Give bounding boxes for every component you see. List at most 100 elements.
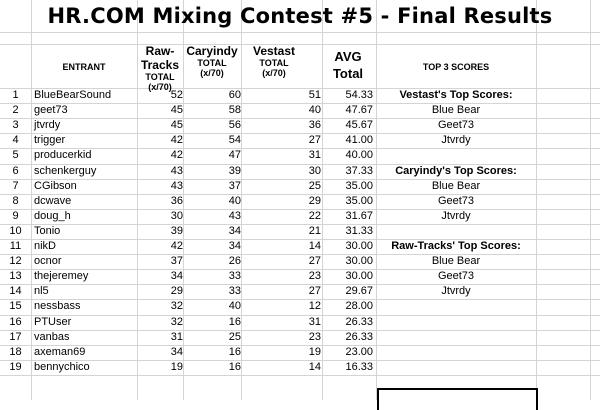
table-row: 3 jtvrdy 45 56 36 45.67 — [0, 118, 600, 133]
row-number: 8 — [12, 194, 19, 207]
header-raw-name: Raw-Tracks — [140, 44, 180, 72]
top-score-name: Blue Bear — [431, 255, 481, 268]
table-row: 2 geet73 45 58 40 47.67 — [0, 103, 600, 118]
row-number: 7 — [12, 179, 19, 192]
grid-line — [0, 374, 600, 376]
table-row: 9 doug_h 30 43 22 31.67 — [0, 209, 600, 224]
vestast-total: 30 — [308, 164, 321, 177]
header-raw-sub1: TOTAL — [145, 72, 175, 82]
header-caryindy-sub2: (x/70) — [200, 68, 224, 78]
avg-total: 29.67 — [345, 285, 373, 298]
table-row: 11 nikD 42 34 14 30.00 — [0, 239, 600, 254]
top-score-name: Geet73 — [437, 194, 475, 207]
raw-tracks-total: 36 — [170, 194, 183, 207]
entrant-name: jtvrdy — [34, 119, 61, 132]
grid-line — [0, 32, 600, 33]
grid-line — [0, 208, 600, 210]
entrant-name: axeman69 — [34, 345, 86, 358]
entrant-name: ocnor — [34, 255, 62, 268]
avg-total: 26.33 — [345, 315, 373, 328]
grid-line — [590, 0, 591, 400]
header-vestast-sub2: (x/70) — [262, 68, 286, 78]
grid-line — [31, 0, 32, 400]
grid-line — [322, 0, 323, 400]
vestast-total: 27 — [308, 134, 321, 147]
row-number: 5 — [12, 149, 19, 162]
caryindy-total: 16 — [228, 345, 241, 358]
selected-cell-border — [377, 388, 538, 410]
avg-total: 47.67 — [345, 104, 373, 117]
vestast-total: 23 — [308, 330, 321, 343]
entrant-name: PTUser — [34, 315, 72, 328]
grid-line — [0, 329, 600, 331]
row-number: 14 — [9, 285, 22, 298]
avg-total: 37.33 — [345, 164, 373, 177]
grid-line — [0, 269, 600, 271]
table-row: 5 producerkid 42 47 31 40.00 — [0, 148, 600, 163]
top-score-name: Blue Bear — [431, 179, 481, 192]
header-avg: AVG Total — [322, 48, 374, 82]
entrant-name: nikD — [34, 240, 57, 252]
caryindy-total: 60 — [228, 89, 241, 101]
table-row: 16 PTUser 32 16 31 26.33 — [0, 315, 600, 330]
row-number: 4 — [12, 134, 19, 147]
grid-line — [0, 254, 600, 256]
grid-line — [376, 0, 377, 400]
caryindy-total: 54 — [228, 134, 241, 147]
caryindy-total: 58 — [228, 104, 241, 117]
caryindy-total: 33 — [228, 270, 241, 283]
entrant-name: Tonio — [34, 224, 61, 237]
table-row: 17 vanbas 31 25 23 26.33 — [0, 330, 600, 345]
table-row: 18 axeman69 34 16 19 23.00 — [0, 345, 600, 360]
grid-line — [536, 0, 537, 400]
top-score-name: Geet73 — [437, 270, 475, 283]
entrant-name: dcwave — [34, 194, 72, 207]
grid-line — [0, 314, 600, 316]
caryindy-total: 43 — [228, 209, 241, 222]
vestast-total: 22 — [308, 209, 321, 222]
grid-line — [0, 239, 600, 240]
row-number: 3 — [12, 119, 19, 132]
table-row: 7 CGibson 43 37 25 35.00 — [0, 179, 600, 194]
caryindy-total: 56 — [228, 119, 241, 132]
top-scores-heading: Raw-Tracks' Top Scores: — [391, 240, 521, 252]
grid-line — [0, 178, 600, 180]
row-number: 18 — [9, 345, 22, 358]
grid-line — [0, 359, 600, 361]
header-raw-sub2: (x/70) — [148, 82, 172, 92]
entrant-name: nl5 — [34, 285, 49, 298]
top-score-name: Jtvrdy — [441, 209, 471, 222]
row-number: 2 — [12, 104, 19, 117]
table-row: 10 Tonio 39 34 21 31.33 — [0, 224, 600, 239]
table-row: 13 thejeremey 34 33 23 30.00 — [0, 269, 600, 284]
header-avg-line1: AVG — [334, 49, 362, 64]
header-caryindy: Caryindy TOTAL (x/70) — [169, 44, 255, 78]
table-row: 14 nl5 29 33 27 29.67 — [0, 284, 600, 299]
table-row: 19 bennychico 19 16 14 16.33 — [0, 360, 600, 375]
avg-total: 35.00 — [345, 194, 373, 207]
grid-line — [0, 284, 600, 286]
header-raw-tracks: Raw-Tracks TOTAL (x/70) — [137, 44, 183, 92]
entrant-name: BlueBearSound — [34, 89, 112, 101]
raw-tracks-total: 19 — [170, 360, 183, 373]
caryindy-total: 16 — [228, 360, 241, 373]
vestast-total: 23 — [308, 270, 321, 283]
row-number: 16 — [9, 315, 22, 328]
raw-tracks-total: 34 — [170, 270, 183, 283]
table-row: 1 BlueBearSound 52 60 51 54.33 — [0, 88, 600, 103]
raw-tracks-total: 45 — [170, 119, 183, 132]
avg-total: 45.67 — [345, 119, 373, 132]
avg-total: 54.33 — [345, 89, 373, 101]
header-vestast: Vestast TOTAL (x/70) — [219, 44, 329, 78]
grid-line — [0, 44, 600, 45]
avg-total: 28.00 — [345, 300, 373, 313]
top-scores-heading: Caryindy's Top Scores: — [395, 164, 517, 177]
avg-total: 35.00 — [345, 179, 373, 192]
vestast-total: 31 — [308, 149, 321, 162]
row-number: 15 — [9, 300, 22, 313]
table-row: 6 schenkerguy 43 39 30 37.33 — [0, 164, 600, 179]
entrant-name: trigger — [34, 134, 66, 147]
raw-tracks-total: 31 — [170, 330, 183, 343]
grid-line — [0, 133, 600, 135]
